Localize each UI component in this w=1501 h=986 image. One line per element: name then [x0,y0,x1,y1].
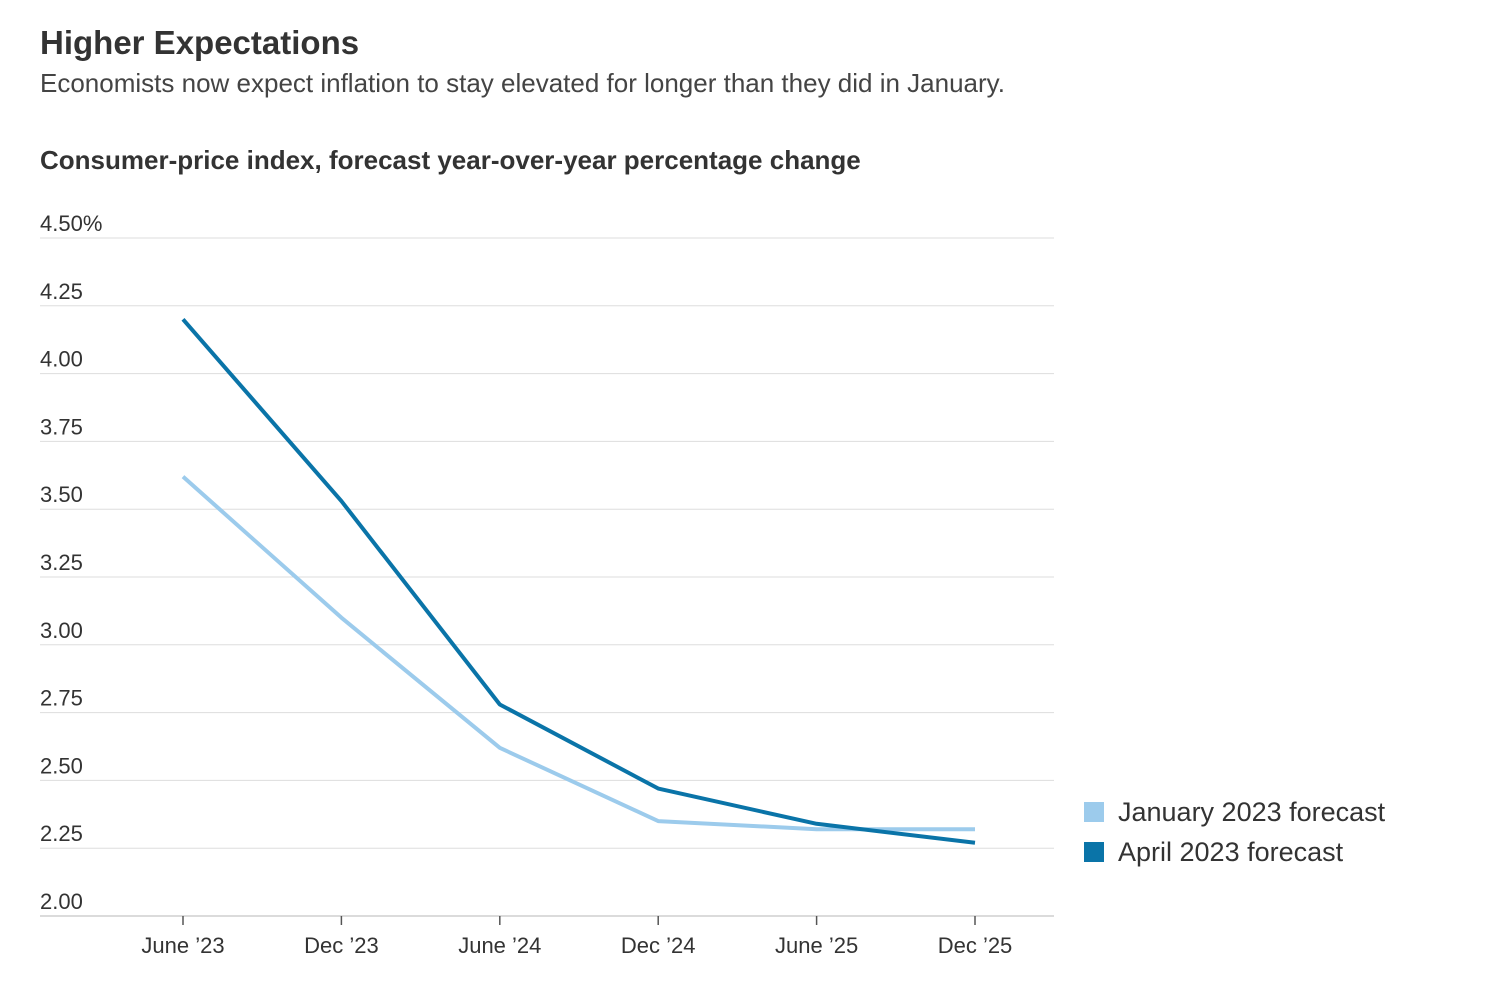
y-tick-label: 4.50% [40,211,102,236]
x-tick-label: June ’25 [775,933,858,958]
legend-label-january: January 2023 forecast [1118,796,1386,827]
y-tick-label: 3.75 [40,414,83,439]
page-title: Higher Expectations [40,24,360,61]
legend-swatch-january [1084,802,1104,822]
x-tick-label: June ’23 [141,933,224,958]
x-tick-label: June ’24 [458,933,541,958]
series-lines [181,318,976,845]
y-tick-label: 4.25 [40,279,83,304]
y-tick-label: 3.00 [40,618,83,643]
x-tick-label: Dec ’24 [621,933,696,958]
legend-swatch-april [1084,842,1104,862]
y-tick-label: 2.75 [40,686,83,711]
gridlines [40,237,1054,917]
y-axis-ticks: 4.50% 4.25 4.00 3.75 3.50 3.25 3.00 2.75 2.50 2.2… [40,211,102,914]
legend-item-january: January 2023 forecast [1084,792,1385,832]
y-tick-label: 4.00 [40,347,83,372]
legend-item-april: April 2023 forecast [1084,832,1385,872]
x-tick-label: Dec ’23 [304,933,379,958]
series-line-january [181,475,975,832]
line-chart: 4.50% 4.25 4.00 3.75 3.50 3.25 3.00 2.75 2.50 2.2… [40,211,1054,958]
series-line-april [181,318,976,845]
page-subtitle: Economists now expect inflation to stay … [40,68,1005,98]
y-tick-label: 2.50 [40,753,83,778]
x-tick-label: Dec ’25 [938,933,1013,958]
legend-label-april: April 2023 forecast [1118,836,1344,867]
chart-title: Consumer-price index, forecast year-over… [40,145,861,175]
x-axis-ticks: June ’23 Dec ’23 June ’24 Dec ’24 June ’25 De… [141,916,1012,958]
legend: January 2023 forecast April 2023 forecas… [1084,792,1385,872]
y-tick-label: 2.00 [40,889,83,914]
y-tick-label: 3.25 [40,550,83,575]
y-tick-label: 3.50 [40,482,83,507]
y-tick-label: 2.25 [40,821,83,846]
